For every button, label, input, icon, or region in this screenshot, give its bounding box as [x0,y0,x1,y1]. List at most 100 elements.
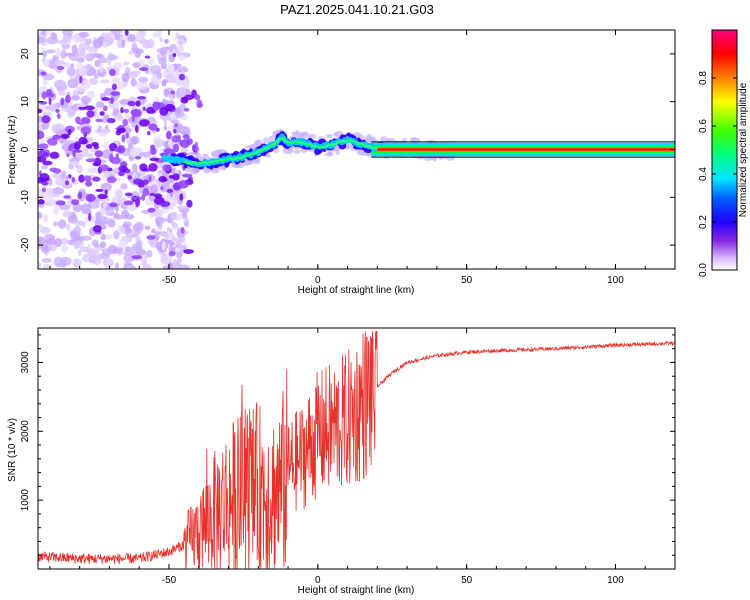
spectrogram-noise-blob [118,238,129,249]
spectrogram-energy-blob [67,129,72,136]
spectrogram-energy-blob [83,175,92,182]
spectrogram-energy-blob [169,90,176,95]
spectrogram-energy-blob [78,174,85,183]
spectrogram-energy-blob [75,116,81,125]
spectrogram-noise-blob [145,44,154,49]
spectrogram-energy-blob [101,97,111,101]
spectrogram-noise-blob [95,101,105,109]
spectrogram-energy-blob [94,150,104,158]
spectrogram-noise-blob [133,32,143,41]
spectrogram-noise-blob [176,205,188,210]
spectrogram-noise-blob [177,257,183,263]
ridge-halo-blob [349,144,355,151]
ridge-halo-blob [251,158,260,164]
spectrogram-noise-blob [162,114,167,122]
spectrogram-energy-blob [173,128,177,134]
colorbar: 0.0 0.2 0.4 0.6 0.8 Normalized spectral ampl… [698,29,749,277]
spectrogram-noise-blob [177,43,184,54]
spectrogram-noise-blob [66,223,71,231]
spectrogram-noise-blob [70,161,80,166]
spectrogram-energy-blob [192,144,196,152]
spectrogram-noise-blob [42,78,48,86]
ridge-halo-blob [245,144,252,149]
spectrogram-noise-blob [41,30,47,36]
spectrogram-noise-blob [134,172,142,179]
spectrogram-noise-blob [66,107,75,118]
spectrogram-noise-blob [151,64,161,71]
spectrogram-noise-blob [166,264,174,269]
spectrogram-noise-blob [117,225,126,235]
spec-ytick-label: 10 [20,96,31,108]
spectrogram-noise-blob [163,126,168,131]
spectrogram-energy-blob [110,157,121,165]
spectrogram-energy-blob [125,132,129,139]
spectrogram-noise-blob [155,216,165,225]
colorbar-tick-label: 0.4 [698,167,709,181]
spectrogram-noise-blob [164,38,169,44]
spectrogram-noise-blob [150,184,159,195]
ridge-halo-blob [294,130,300,137]
spectrogram-noise-blob [177,251,183,258]
spectrogram-noise-blob [40,164,49,170]
spectrogram-energy-blob [168,174,175,179]
colorbar-gradient [711,29,738,271]
spectrogram-energy-blob [71,199,80,206]
spectrogram-noise-blob [92,39,103,49]
spectrogram-energy-blob [67,145,74,152]
spectrogram-energy-blob [131,255,142,260]
spectrogram-noise-blob [159,208,169,214]
spectrogram-energy-blob [65,180,70,186]
spectrogram-noise-blob [57,219,67,229]
spectrogram-noise-blob [170,211,177,221]
spectrogram-energy-blob [85,193,96,203]
spectrogram-energy-blob [41,181,49,186]
spectrogram-noise-blob [116,114,124,122]
spectrogram-noise-blob [99,128,112,134]
spectrogram-noise-blob [45,49,56,54]
snr-xtick-label: 100 [607,575,624,586]
ridge-halo-blob [194,154,202,158]
spectrogram-noise-blob [100,182,112,192]
spectrogram-energy-blob [186,138,193,145]
spectrogram-noise-blob [53,221,58,227]
spectrogram-noise-blob [180,148,188,154]
spectrogram-energy-blob [85,158,97,163]
spectrogram-energy-blob [144,55,151,59]
spectrogram-noise-blob [61,244,69,253]
spectrogram-noise-blob [72,240,85,249]
snr-ytick-label: 2000 [20,420,31,443]
spectrogram-noise-blob [94,112,99,121]
spectrogram-energy-blob [179,193,184,201]
spectrogram-noise-blob [99,241,107,248]
spectrogram-noise-blob [176,230,182,237]
spectrogram-noise-blob [98,215,108,225]
spectrogram-energy-blob [164,103,176,112]
spectrogram-noise-blob [131,242,143,252]
spectrogram-energy-blob [168,250,176,257]
spectrogram-noise-blob [38,236,46,245]
ridge-halo-blob [247,160,253,165]
ridge-halo-blob [307,133,317,139]
snr-panel: -50 0 50 100 1000 2000 3000 Height of straight… [7,327,676,596]
spectrogram-energy-blob [117,145,126,154]
spectrogram-noise-blob [68,51,80,61]
spectrogram-noise-blob [56,86,63,92]
spectrogram-noise-blob [164,233,169,238]
colorbar-tick-label: 0.6 [698,119,709,133]
ridge-halo-blob [202,153,209,157]
spectrogram-noise-blob [103,201,108,209]
spec-ytick-label: 0 [20,146,31,152]
spectrogram-noise-blob [72,258,82,267]
ridge-core [183,137,378,165]
spectrogram-energy-blob [122,118,128,127]
spectrogram-energy-blob [165,130,172,140]
spectrogram-energy-blob [194,94,201,101]
spectrogram-energy-blob [182,134,190,140]
spec-xtick-label: 0 [315,275,321,286]
spectrogram-noise-blob [114,80,127,90]
spectrogram-energy-blob [95,118,104,123]
snr-ylabel: SNR (10 * v/v) [7,418,18,482]
spectrogram-noise-blob [160,61,167,70]
spectrogram-energy-blob [111,83,118,91]
spectrogram-noise-blob [86,90,96,99]
